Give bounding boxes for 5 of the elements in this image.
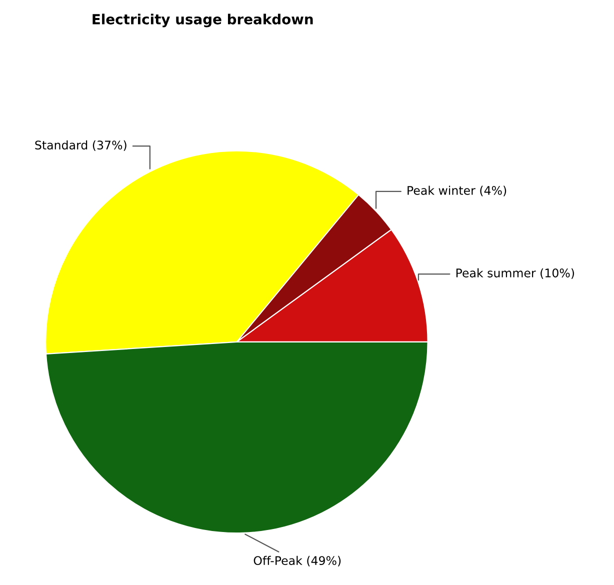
slice-label: Standard (37%) <box>35 140 126 151</box>
slice-label: Peak summer (10%) <box>456 268 574 279</box>
chart-title: Electricity usage breakdown <box>92 14 313 28</box>
slice-label: Peak winter (4%) <box>408 186 506 196</box>
slice-label: Off-Peak (49%) <box>254 556 341 566</box>
